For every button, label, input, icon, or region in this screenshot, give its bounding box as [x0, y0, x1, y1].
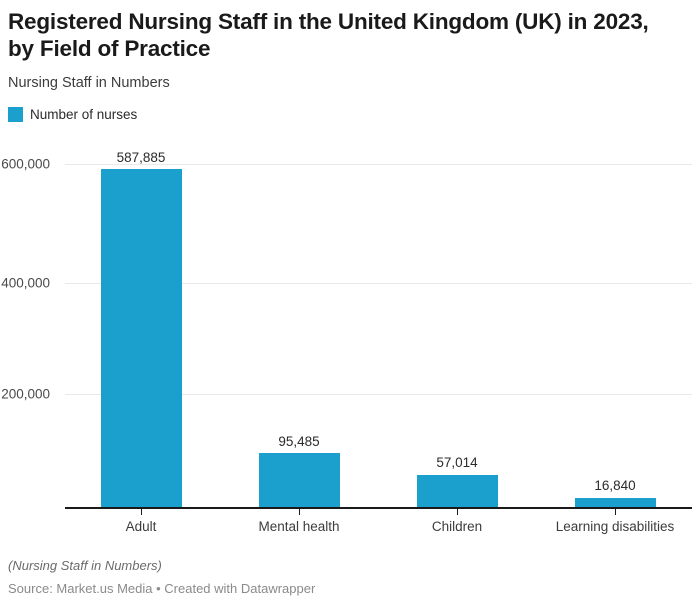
x-axis-tick-children [457, 509, 458, 515]
x-axis-label-mental-health: Mental health [258, 519, 340, 534]
x-axis-tick-learning-disabilities [615, 509, 616, 515]
footer-note: (Nursing Staff in Numbers) [8, 558, 162, 573]
gridline-600000 [65, 164, 692, 165]
legend-item-label: Number of nurses [30, 106, 138, 122]
y-axis-tick-label-600000: 600,000 [1, 156, 50, 172]
x-axis-baseline [65, 507, 692, 509]
x-axis-label-learning-disabilities: Learning disabilities [555, 519, 675, 534]
bar-value-label-children: 57,014 [436, 455, 478, 470]
legend-color-swatch [8, 107, 23, 122]
bar-value-label-mental-health: 95,485 [278, 434, 320, 449]
x-axis-label-adult: Adult [125, 519, 157, 534]
chart-title: Registered Nursing Staff in the United K… [8, 9, 649, 62]
chart-subtitle: Nursing Staff in Numbers [8, 74, 170, 91]
plot-area: 600,000 400,000 200,000 [1, 150, 692, 508]
x-axis-tick-adult [141, 509, 142, 515]
x-axis-label-children: Children [431, 519, 483, 534]
footer-source: Source: Market.us Media • Created with D… [8, 580, 316, 596]
bar-mental-health[interactable] [259, 453, 340, 508]
bar-adult[interactable] [101, 169, 182, 508]
gridline-200000 [65, 394, 692, 395]
bar-children[interactable] [417, 475, 498, 508]
bar-value-label-learning-disabilities: 16,840 [594, 478, 636, 493]
x-axis-tick-mental-health [299, 509, 300, 515]
gridline-400000 [65, 283, 692, 284]
chart-legend: Number of nurses [8, 107, 137, 122]
y-axis-tick-label-400000: 400,000 [1, 275, 50, 291]
chart-header: Registered Nursing Staff in the United K… [8, 8, 668, 92]
y-axis-tick-label-200000: 200,000 [1, 386, 50, 402]
bar-value-label-adult: 587,885 [116, 150, 166, 165]
chart-footer: (Nursing Staff in Numbers) Source: Marke… [8, 557, 688, 597]
bar-learning-disabilities[interactable] [575, 498, 656, 508]
